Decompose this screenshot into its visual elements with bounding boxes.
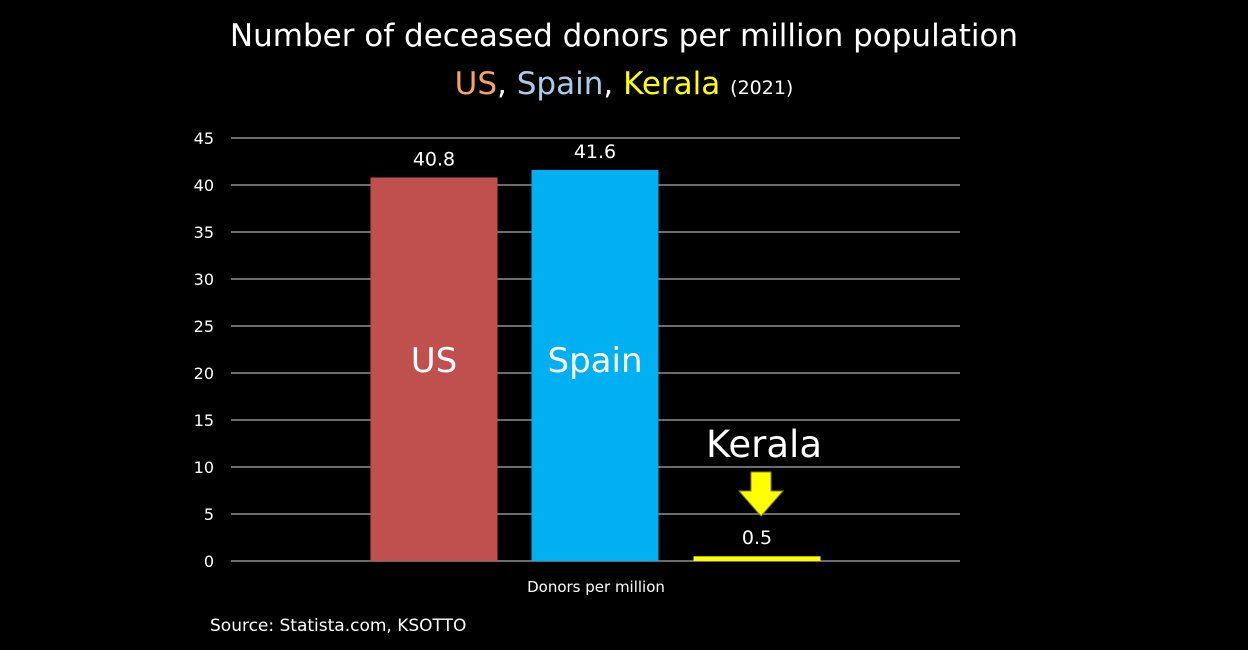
y-tick-label: 35 — [194, 223, 214, 242]
subtitle-part-4: Kerala — [623, 66, 721, 102]
bar-us — [370, 177, 498, 562]
y-tick-label: 10 — [194, 458, 214, 477]
y-tick-label: 25 — [194, 317, 214, 336]
chart-subtitle: US, Spain, Kerala (2021) — [0, 66, 1248, 102]
data-label: 41.6 — [574, 141, 616, 163]
x-axis-label: Donors per million — [527, 578, 665, 596]
y-tick-label: 0 — [204, 552, 214, 571]
chart-title: Number of deceased donors per million po… — [229, 18, 1019, 54]
bar-kerala — [693, 556, 821, 561]
bar-inside-label: Spain — [548, 341, 643, 381]
down-arrow-icon — [737, 471, 785, 517]
subtitle-part-0: US — [454, 66, 498, 102]
source-note: Source: Statista.com, KSOTTO — [210, 616, 467, 636]
annotation-label: Kerala — [706, 423, 822, 466]
y-tick-label: 45 — [194, 129, 214, 148]
bar-inside-label: US — [411, 341, 457, 381]
subtitle-part-1: , — [497, 66, 517, 102]
bar-spain — [531, 169, 659, 561]
y-tick-label: 40 — [194, 176, 214, 195]
subtitle-part-3: , — [603, 66, 624, 102]
y-tick-label: 15 — [194, 411, 214, 430]
subtitle-part-2: Spain — [516, 66, 604, 102]
subtitle-year: (2021) — [730, 77, 794, 99]
y-tick-label: 20 — [194, 364, 214, 383]
y-tick-label: 5 — [204, 505, 214, 524]
subtitle-countries: US, Spain, Kerala — [455, 66, 731, 102]
data-label: 0.5 — [742, 527, 772, 549]
data-label: 40.8 — [413, 148, 455, 170]
y-tick-label: 30 — [194, 270, 214, 289]
